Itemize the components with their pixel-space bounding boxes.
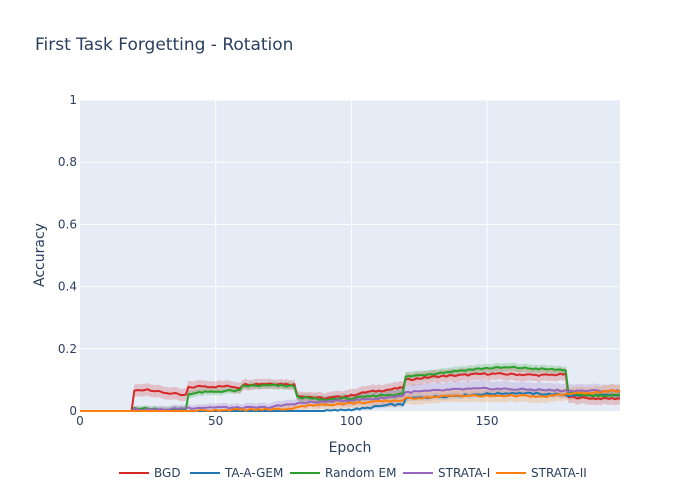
line-strata-ii (80, 389, 621, 412)
x-tick-label: 0 (76, 414, 84, 428)
chart-title: First Task Forgetting - Rotation (35, 35, 293, 55)
x-axis-title: Epoch (329, 440, 372, 456)
line-strata-i (80, 386, 621, 412)
y-tick-label: 1 (69, 93, 77, 107)
legend-label-random-em[interactable]: Random EM (325, 466, 396, 480)
y-tick-label: 0.4 (58, 280, 77, 294)
y-tick-label: 0.6 (58, 217, 77, 231)
grid (80, 99, 620, 411)
legend-label-strata-i[interactable]: STRATA-I (438, 466, 490, 480)
tick-labels: 0 50 100 150 0 0.2 0.4 0.6 0.8 1 (58, 93, 499, 428)
band-bgd (80, 366, 620, 411)
band-strata-ii (80, 384, 620, 411)
series-lines (80, 365, 621, 412)
x-tick-label: 100 (340, 414, 363, 428)
legend-label-bgd[interactable]: BGD (154, 466, 181, 480)
plot-background (80, 100, 620, 411)
y-tick-label: 0.2 (58, 342, 77, 356)
y-tick-label: 0.8 (58, 155, 77, 169)
y-tick-label: 0 (69, 404, 77, 418)
legend-label-ta-a-gem[interactable]: TA-A-GEM (224, 466, 283, 480)
legend-label-strata-ii[interactable]: STRATA-II (531, 466, 587, 480)
y-axis-title: Accuracy (32, 223, 48, 287)
x-tick-label: 150 (476, 414, 499, 428)
x-tick-label: 50 (208, 414, 223, 428)
legend: BGD TA-A-GEM Random EM STRATA-I STRATA-II (119, 466, 587, 480)
line-bgd (80, 372, 621, 412)
